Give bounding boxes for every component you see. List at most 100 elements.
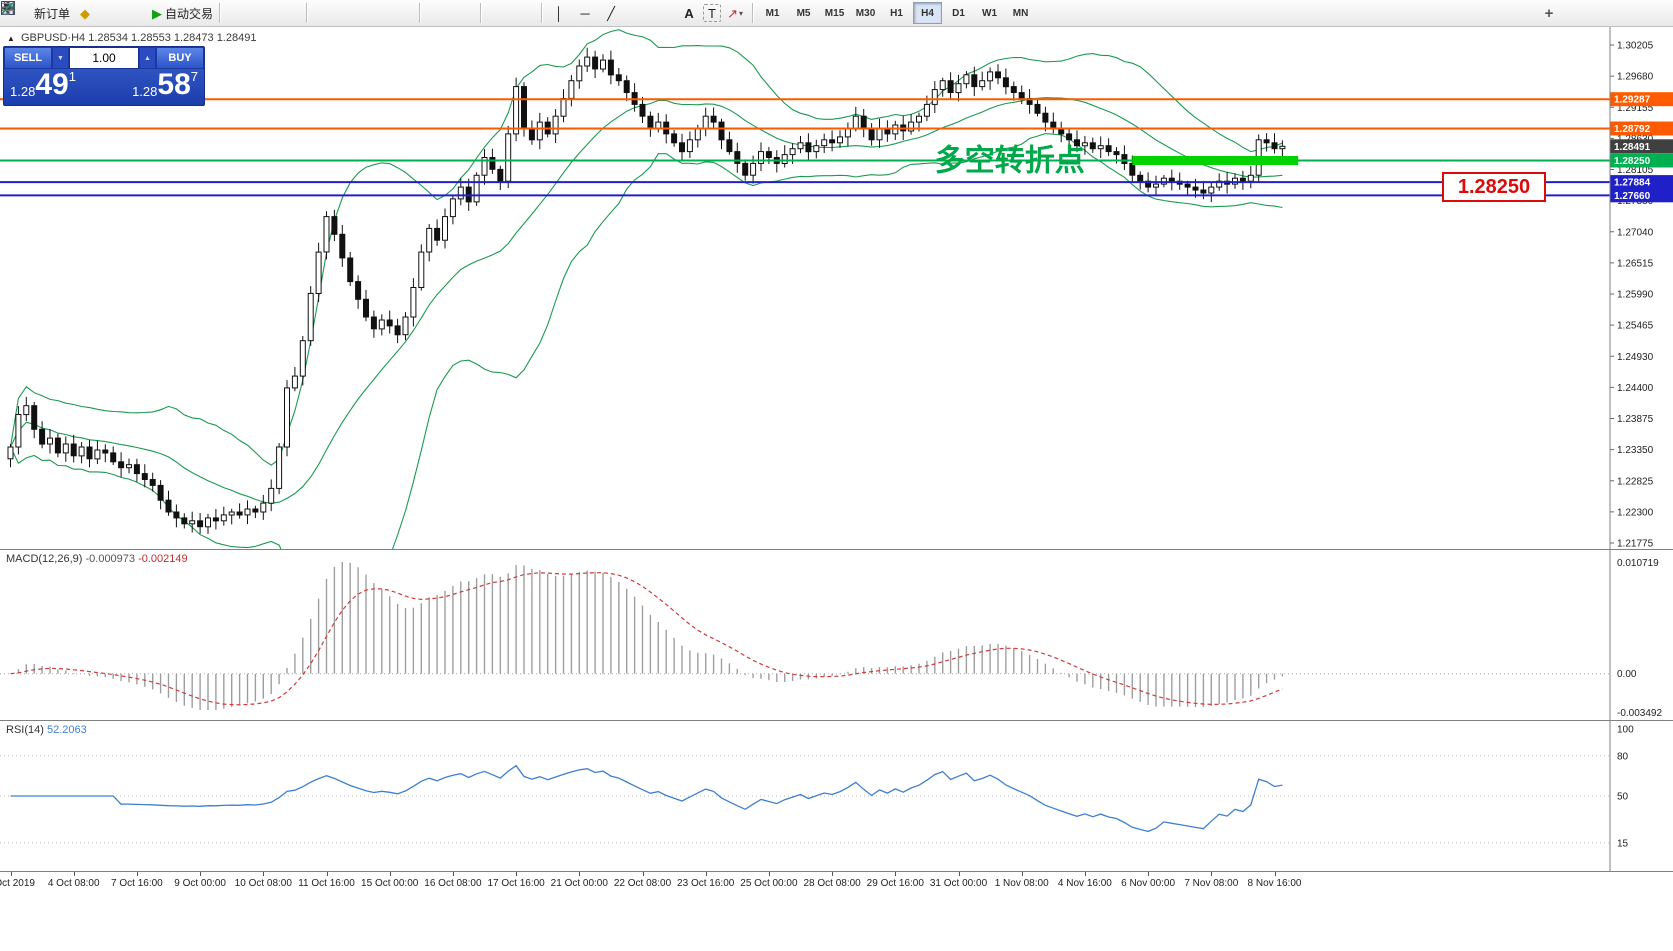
zoom-in-icon[interactable] — [1, 1, 336, 25]
svg-text:-0.003492: -0.003492 — [1617, 708, 1662, 719]
svg-text:1.29680: 1.29680 — [1617, 72, 1654, 83]
channel-icon[interactable] — [1, 1, 649, 25]
timeframe-button-M30[interactable]: M30 — [855, 7, 876, 19]
panel-separator[interactable] — [0, 549, 1673, 550]
svg-text:1.28491: 1.28491 — [1614, 142, 1651, 153]
svg-text:80: 80 — [1617, 751, 1629, 762]
toolbar-separator — [480, 3, 482, 23]
autotrading-label: 自动交易 — [165, 6, 214, 21]
candlestick-icon[interactable] — [2, 1, 275, 25]
chart-ohlc-header: ▲ GBPUSD·H4 1.28534 1.28553 1.28473 1.28… — [7, 32, 256, 44]
time-axis[interactable]: 3 Oct 2019 4 Oct 08:00 7 Oct 16:00 9 Oct 00… — [0, 871, 1673, 901]
label-icon[interactable]: T — [703, 4, 722, 22]
svg-text:0.010719: 0.010719 — [1617, 558, 1659, 569]
horizontal-line-icon[interactable]: ─ — [580, 5, 590, 21]
time-tick — [516, 872, 518, 876]
fibonacci-icon[interactable] — [1, 1, 675, 25]
price-chart: 1.302051.296801.291551.286301.281051.275… — [0, 27, 1673, 549]
svg-text:50: 50 — [1617, 792, 1629, 803]
time-tick — [1211, 872, 1213, 876]
macd-signal-line — [10, 572, 1283, 706]
timeframe-button-D1[interactable]: D1 — [952, 7, 965, 19]
bar-chart-icon[interactable] — [2, 1, 249, 25]
sell-price[interactable]: 1.28 49 1 — [10, 68, 76, 101]
time-axis-label: 15 Oct 00:00 — [361, 878, 419, 889]
chart-shift-icon[interactable] — [2, 1, 475, 25]
trendline-icon[interactable]: ╱ — [607, 5, 615, 21]
toolbar-separator — [419, 3, 421, 23]
time-axis-label: 31 Oct 00:00 — [929, 878, 988, 889]
timeframe-button-H4[interactable]: H4 — [913, 2, 943, 24]
svg-text:1.29155: 1.29155 — [1617, 103, 1654, 114]
toolbar-separator — [219, 3, 221, 23]
timeframe-button-W1[interactable]: W1 — [982, 7, 998, 19]
svg-text:1.30205: 1.30205 — [1617, 41, 1654, 52]
new-order-button[interactable]: 新订单 — [2, 1, 71, 25]
arrow-tool-icon[interactable]: ↗ ▾ — [727, 5, 743, 21]
time-axis-label: 21 Oct 00:00 — [550, 878, 608, 889]
time-tick — [1274, 872, 1276, 876]
time-axis-label: 25 Oct 00:00 — [740, 878, 798, 889]
info-icon[interactable] — [1, 1, 149, 25]
timeframe-button-M15[interactable]: M15 — [824, 7, 845, 19]
new-order-label: 新订单 — [34, 6, 71, 21]
time-tick — [1084, 872, 1086, 876]
panel-separator[interactable] — [0, 720, 1673, 721]
timeframe-button-H1[interactable]: H1 — [890, 7, 903, 19]
bollinger-bands — [9, 29, 1283, 549]
price-axis-labels[interactable]: 1.302051.296801.291551.286301.281051.275… — [1610, 41, 1654, 550]
volume-down-button[interactable]: ▼ — [52, 47, 69, 69]
time-tick — [200, 872, 202, 876]
time-axis-label: 6 Nov 00:00 — [1121, 878, 1176, 889]
svg-text:1.25990: 1.25990 — [1617, 290, 1654, 301]
annotation-text[interactable]: 多空转折点 — [935, 145, 1085, 178]
time-axis-label: 17 Oct 16:00 — [487, 878, 545, 889]
sell-button[interactable]: SELL — [4, 47, 52, 69]
panel-collapse-toggle[interactable]: ▲ — [7, 34, 15, 43]
tile-windows-icon[interactable] — [1, 1, 414, 25]
profiles-icon[interactable] — [2, 1, 123, 25]
line-chart-icon[interactable] — [1, 1, 301, 25]
cursor-icon[interactable] — [4, 1, 510, 25]
time-tick — [452, 872, 454, 876]
time-axis-label: 7 Oct 16:00 — [111, 878, 163, 889]
time-tick — [895, 872, 897, 876]
rsi-value: 52.2063 — [46, 724, 87, 736]
volume-input[interactable] — [69, 47, 139, 69]
auto-scroll-icon[interactable] — [2, 1, 449, 25]
time-tick — [263, 872, 265, 876]
buy-button[interactable]: BUY — [156, 47, 204, 69]
time-tick — [73, 872, 75, 876]
price-callout-label[interactable]: 1.28250 — [1442, 172, 1546, 202]
vertical-line-icon[interactable]: │ — [554, 5, 564, 21]
horizontal-line-objects[interactable] — [0, 98, 1610, 197]
support-highlight-bar[interactable] — [1132, 156, 1299, 165]
timeframe-button-MN[interactable]: MN — [1012, 7, 1029, 19]
text-icon[interactable]: A — [684, 5, 694, 21]
svg-text:0.00: 0.00 — [1617, 669, 1637, 680]
svg-text:1.28792: 1.28792 — [1614, 124, 1651, 135]
time-tick — [10, 872, 12, 876]
toolbar-separator — [541, 3, 543, 23]
autotrading-button[interactable]: ▶ 自动交易 — [151, 1, 214, 25]
time-axis-label: 11 Oct 16:00 — [298, 878, 355, 889]
volume-up-button[interactable]: ▲ — [139, 47, 156, 69]
svg-text:1.21775: 1.21775 — [1617, 539, 1654, 550]
indicators-icon[interactable] — [3, 1, 388, 25]
time-tick — [642, 872, 644, 876]
timeframe-buttons: M1 M5 M15 M30 H1 H4 D1 W1 MN — [757, 2, 1036, 24]
buy-price[interactable]: 1.28 58 7 — [132, 68, 198, 101]
svg-text:1.25465: 1.25465 — [1617, 321, 1654, 332]
marketwatch-icon[interactable]: ◆ — [80, 5, 91, 21]
timeframe-button-M5[interactable]: M5 — [796, 7, 811, 19]
candlestick-series — [7, 47, 1286, 534]
svg-text:1.28105: 1.28105 — [1617, 165, 1654, 176]
svg-text:1.24930: 1.24930 — [1617, 352, 1654, 363]
svg-text:1.27040: 1.27040 — [1617, 227, 1654, 238]
timeframe-button-M1[interactable]: M1 — [765, 7, 780, 19]
time-axis-label: 28 Oct 08:00 — [803, 878, 861, 889]
time-axis-label: 10 Oct 08:00 — [234, 878, 292, 889]
crosshair-icon[interactable] — [1, 1, 536, 25]
new-chart-tab-button[interactable]: + — [1544, 4, 1554, 22]
zoom-out-icon[interactable] — [1, 1, 362, 25]
